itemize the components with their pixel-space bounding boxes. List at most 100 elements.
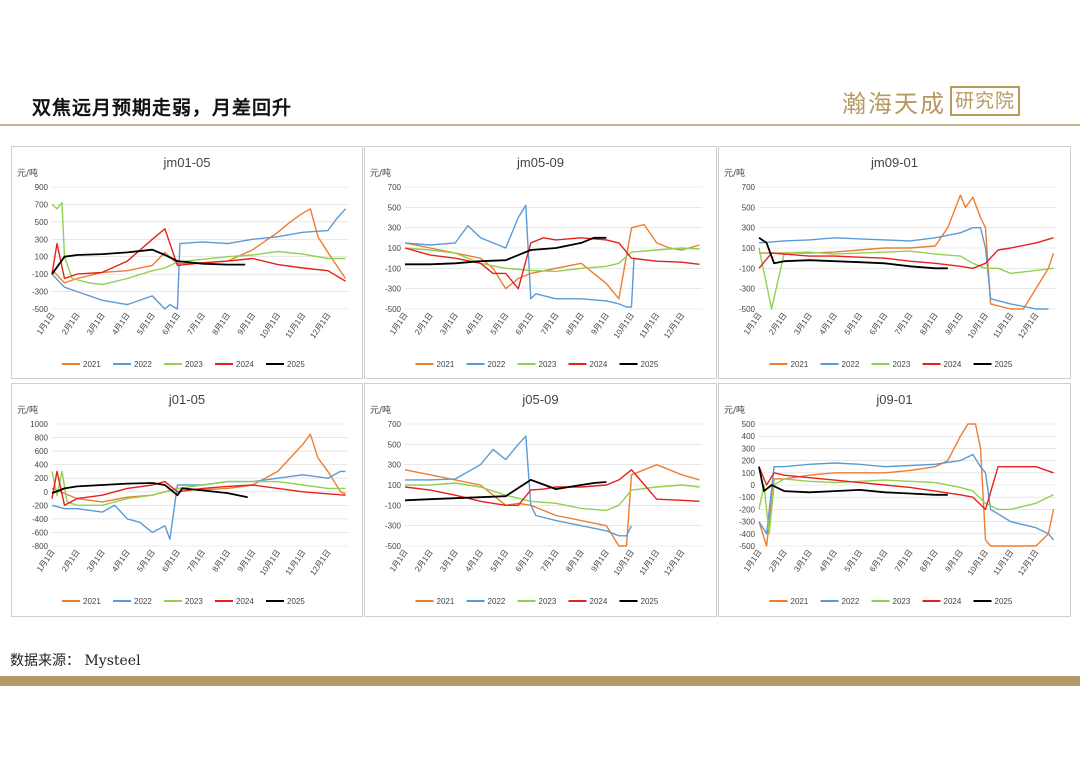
- y-tick-label: 100: [742, 469, 756, 478]
- chart-title-jm01-05: jm01-05: [163, 155, 211, 170]
- series-line-2025: [758, 466, 948, 496]
- legend-label-2025: 2025: [641, 360, 659, 369]
- y-tick-label: 200: [742, 457, 756, 466]
- y-tick-label: 100: [388, 481, 402, 490]
- legend-label-2022: 2022: [842, 360, 860, 369]
- y-tick-label: 500: [742, 203, 756, 212]
- y-unit-label: 元/吨: [370, 404, 391, 416]
- y-tick-label: 500: [388, 203, 402, 212]
- series-line-2025: [758, 237, 948, 270]
- series-line-2021: [51, 208, 347, 284]
- x-tick-label: 4月1日: [463, 548, 485, 574]
- x-tick-label: 3月1日: [85, 548, 107, 574]
- x-tick-label: 6月1日: [160, 548, 182, 574]
- x-tick-label: 12月1日: [1016, 311, 1040, 340]
- x-tick-label: 4月1日: [817, 311, 839, 337]
- x-tick-label: 11月1日: [637, 311, 661, 340]
- series-line-2025: [404, 479, 607, 502]
- legend-label-2022: 2022: [134, 597, 152, 606]
- x-tick-label: 8月1日: [564, 548, 586, 574]
- legend-label-2023: 2023: [539, 360, 557, 369]
- x-tick-label: 2月1日: [767, 548, 789, 574]
- x-tick-label: 1月1日: [388, 548, 410, 574]
- x-tick-label: 10月1日: [612, 311, 636, 340]
- y-tick-label: -100: [385, 264, 402, 273]
- y-tick-label: 700: [742, 183, 756, 192]
- x-tick-label: 6月1日: [514, 311, 536, 337]
- x-tick-label: 7月1日: [893, 311, 915, 337]
- legend-label-2021: 2021: [437, 360, 455, 369]
- chart-title-j09-01: j09-01: [875, 392, 912, 407]
- x-tick-label: 5月1日: [489, 548, 511, 574]
- y-tick-label: 300: [742, 444, 756, 453]
- x-tick-label: 10月1日: [966, 311, 990, 340]
- legend-label-2023: 2023: [185, 597, 203, 606]
- chart-panel-jm01-05: jm01-05 元/吨 900 700 500 300 100 -100 -300 -500 1月1…: [11, 146, 363, 379]
- legend-label-2022: 2022: [488, 597, 506, 606]
- y-tick-label: -200: [32, 501, 49, 510]
- series-line-2024: [404, 469, 700, 507]
- x-tick-label: 1月1日: [742, 548, 764, 574]
- legend-label-2024: 2024: [236, 597, 254, 606]
- y-tick-label: -300: [385, 522, 402, 531]
- y-tick-label: -300: [385, 285, 402, 294]
- x-tick-label: 4月1日: [817, 548, 839, 574]
- legend-label-2025: 2025: [641, 597, 659, 606]
- x-tick-label: 5月1日: [489, 311, 511, 337]
- legend-label-2025: 2025: [995, 597, 1013, 606]
- x-tick-label: 3月1日: [792, 548, 814, 574]
- y-tick-label: 100: [742, 244, 756, 253]
- x-tick-label: 11月1日: [637, 548, 661, 577]
- y-tick-label: 1000: [30, 420, 48, 429]
- legend-label-2022: 2022: [488, 360, 506, 369]
- x-tick-label: 10月1日: [966, 548, 990, 577]
- series-line-2023: [51, 202, 346, 286]
- x-tick-label: 9月1日: [589, 548, 611, 574]
- y-tick-label: 900: [35, 183, 49, 192]
- y-tick-label: -200: [739, 505, 756, 514]
- series-line-2024: [758, 465, 1054, 511]
- y-tick-label: -500: [385, 542, 402, 551]
- x-tick-label: 12月1日: [662, 311, 686, 340]
- series-line-2024: [758, 237, 1054, 270]
- chart-title-j01-05: j01-05: [168, 392, 205, 407]
- x-tick-label: 12月1日: [308, 311, 332, 340]
- x-tick-label: 8月1日: [211, 311, 233, 337]
- y-unit-label: 元/吨: [17, 404, 38, 416]
- y-tick-label: 500: [388, 440, 402, 449]
- x-tick-label: 4月1日: [463, 311, 485, 337]
- x-tick-label: 10月1日: [612, 548, 636, 577]
- y-tick-label: 400: [742, 432, 756, 441]
- x-tick-label: 6月1日: [160, 311, 182, 337]
- x-tick-label: 3月1日: [438, 311, 460, 337]
- brand-logo: 瀚海天成 研究院: [842, 84, 1057, 118]
- x-tick-label: 2月1日: [767, 311, 789, 337]
- y-tick-label: -100: [32, 270, 49, 279]
- x-tick-label: 7月1日: [539, 311, 561, 337]
- y-tick-label: 500: [742, 420, 756, 429]
- legend-label-2023: 2023: [539, 597, 557, 606]
- x-tick-label: 9月1日: [943, 311, 965, 337]
- x-tick-label: 12月1日: [308, 548, 332, 577]
- y-tick-label: -800: [32, 542, 49, 551]
- y-tick-label: 0: [751, 481, 756, 490]
- y-tick-label: -500: [385, 305, 402, 314]
- y-tick-label: -300: [739, 285, 756, 294]
- chart-panel-j09-01: j09-01 元/吨 500 400 300 200 100 0 -100 -200 -300 -40…: [718, 383, 1071, 617]
- legend-label-2024: 2024: [944, 360, 962, 369]
- y-tick-label: 600: [35, 447, 49, 456]
- series-line-2021: [759, 194, 1055, 310]
- series-line-2024: [51, 470, 346, 507]
- series-line-2021: [404, 223, 700, 300]
- x-tick-label: 11月1日: [284, 548, 308, 577]
- chart-panel-j05-09: j05-09 元/吨 700 500 300 100 -100 -300 -500 1月1日 2月1…: [364, 383, 717, 617]
- chart-j01-05: j01-05 元/吨 1000 800 600 400 200 0 -200 -400 -600 -8…: [17, 392, 348, 606]
- series-line-2021: [404, 463, 700, 547]
- series-line-2022: [51, 470, 346, 540]
- series-line-2022: [405, 435, 633, 537]
- y-tick-label: 800: [35, 434, 49, 443]
- x-tick-label: 9月1日: [236, 548, 258, 574]
- y-tick-label: -500: [32, 305, 49, 314]
- legend-label-2021: 2021: [437, 597, 455, 606]
